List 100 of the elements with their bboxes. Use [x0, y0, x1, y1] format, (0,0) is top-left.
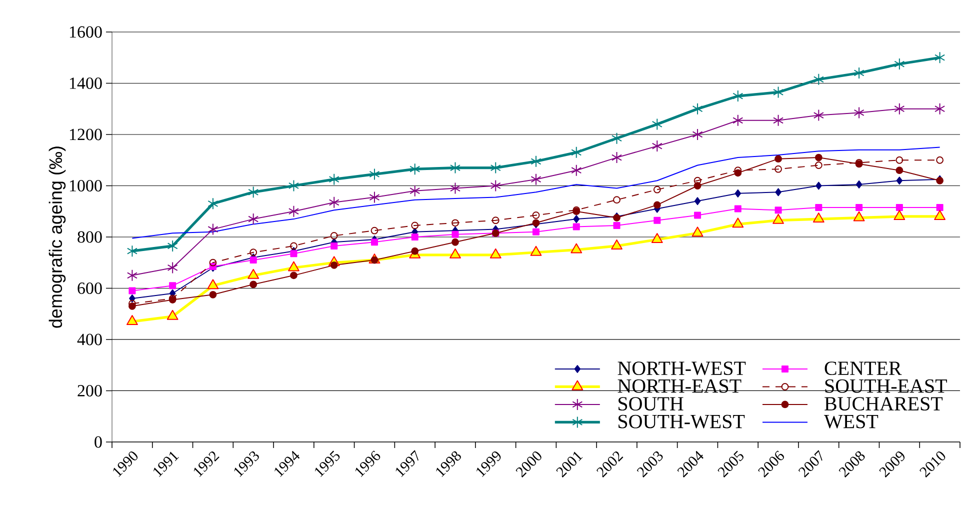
y-tick-label: 1600 [70, 26, 102, 38]
point [288, 205, 299, 218]
point [411, 247, 419, 255]
point [209, 290, 217, 298]
point [532, 212, 540, 219]
point [653, 201, 661, 209]
point [169, 282, 176, 290]
point [936, 156, 944, 164]
point [450, 162, 461, 174]
point [814, 154, 822, 162]
point [936, 204, 944, 212]
point [208, 198, 218, 210]
point [248, 268, 260, 279]
point [530, 155, 542, 168]
point [652, 118, 662, 130]
point [248, 186, 259, 198]
point [248, 213, 259, 226]
point [209, 258, 217, 266]
point [369, 191, 380, 204]
point [613, 196, 620, 204]
point [530, 173, 542, 186]
point [694, 197, 701, 206]
point [250, 248, 258, 256]
point [328, 196, 340, 208]
point [692, 226, 704, 237]
point [167, 262, 178, 274]
point [694, 212, 702, 219]
point [490, 248, 502, 258]
point [896, 176, 903, 185]
point [490, 162, 501, 174]
point [571, 146, 582, 158]
point [896, 156, 904, 164]
point [570, 243, 582, 254]
point [816, 182, 822, 190]
point [774, 206, 782, 214]
point [853, 211, 865, 222]
point [692, 128, 703, 140]
point [250, 256, 257, 264]
legend-label: NORTH-WEST [618, 362, 746, 376]
point [490, 180, 501, 192]
point [611, 239, 622, 250]
point [208, 223, 218, 236]
point [452, 238, 459, 246]
point [450, 248, 461, 258]
point [896, 166, 904, 174]
point [452, 219, 459, 227]
point [330, 232, 338, 240]
point [573, 215, 580, 224]
y-tick-label: 400 [77, 334, 102, 346]
legend-label: SOUTH [618, 397, 684, 411]
point [612, 152, 622, 164]
point [532, 228, 540, 236]
point [896, 204, 903, 212]
point [126, 269, 138, 282]
point [653, 186, 661, 194]
point [410, 163, 420, 176]
point [330, 242, 338, 250]
point [813, 109, 824, 122]
y-tick-label: 200 [78, 385, 102, 396]
point [207, 279, 219, 290]
point [734, 169, 742, 177]
point [732, 218, 744, 228]
point [370, 256, 378, 264]
point [652, 140, 662, 152]
y-tick-label: 1400 [70, 78, 102, 89]
point [411, 222, 419, 230]
point [410, 184, 420, 197]
point [773, 114, 784, 126]
point [166, 310, 178, 320]
point [694, 182, 702, 190]
point [812, 212, 824, 223]
point [288, 261, 300, 272]
point [734, 205, 742, 212]
point [128, 287, 136, 294]
point [613, 222, 620, 229]
point [126, 315, 138, 326]
point [774, 165, 782, 173]
point [651, 233, 663, 244]
y-tick-label: 1000 [70, 180, 102, 192]
legend-label: SOUTH-EAST [825, 379, 947, 393]
legend-label: BUCHAREST [824, 397, 943, 411]
point [732, 90, 744, 102]
point [934, 52, 946, 64]
point [775, 188, 782, 196]
point [571, 164, 582, 176]
point [772, 214, 784, 224]
point [370, 238, 378, 246]
point [126, 245, 138, 258]
point [290, 250, 298, 258]
point [128, 302, 136, 310]
point [167, 240, 178, 252]
point [813, 73, 824, 86]
legend-label: SOUTH-WEST [618, 414, 745, 428]
y-tick-label: 800 [78, 231, 102, 243]
point [129, 294, 136, 302]
point [692, 102, 703, 115]
point [290, 272, 298, 280]
point [492, 216, 500, 224]
point [250, 280, 258, 288]
point [814, 162, 822, 169]
